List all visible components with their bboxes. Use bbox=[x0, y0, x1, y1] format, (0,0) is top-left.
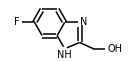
Text: F: F bbox=[14, 18, 20, 28]
Text: NH: NH bbox=[57, 50, 72, 60]
Text: N: N bbox=[80, 18, 88, 28]
Text: OH: OH bbox=[108, 44, 123, 54]
